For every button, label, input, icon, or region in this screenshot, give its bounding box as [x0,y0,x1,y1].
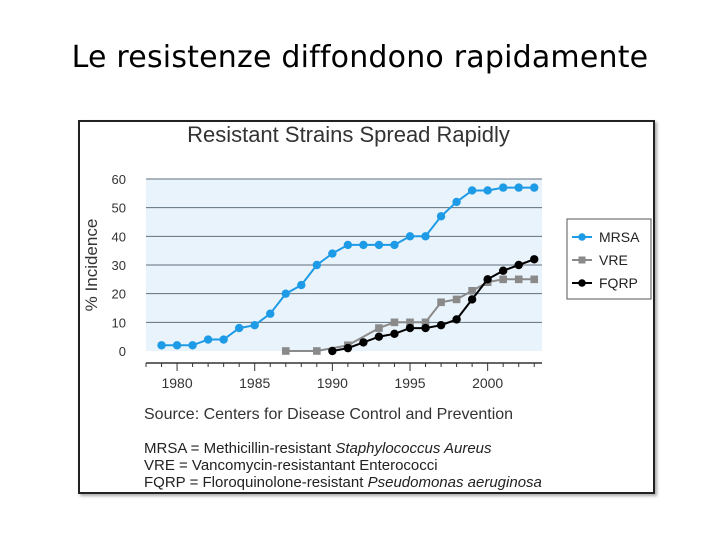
data-point-mrsa [437,212,445,220]
data-point-mrsa [266,310,274,318]
data-point-fqrp [468,295,476,303]
y-tick-label: 10 [112,315,126,330]
x-tick-label: 1990 [317,375,348,391]
chart-source: Source: Centers for Disease Control and … [144,406,513,424]
data-point-fqrp [452,315,460,323]
data-point-fqrp [359,338,367,346]
legend-label-vre: VRE [599,252,628,268]
y-tick-label: 60 [112,172,126,187]
data-point-mrsa [483,186,491,194]
data-point-mrsa [452,198,460,206]
data-point-mrsa [157,341,165,349]
data-point-fqrp [390,330,398,338]
data-point-vre [375,324,383,332]
y-tick-label: 40 [112,229,126,244]
x-tick-label: 1980 [161,375,192,391]
data-point-fqrp [344,344,352,352]
data-point-mrsa [235,324,243,332]
data-point-vre [468,287,476,295]
data-point-mrsa [328,249,336,257]
slide-title: Le resistenze diffondono rapidamente [0,40,720,75]
data-point-mrsa [421,232,429,240]
legend-marker-fqrp [578,279,586,287]
data-point-vre [453,296,461,304]
data-point-mrsa [515,183,523,191]
y-tick-label: 0 [119,344,126,359]
legend-marker-mrsa [578,233,586,241]
data-point-mrsa [344,241,352,249]
y-tick-label: 20 [112,287,126,302]
data-point-fqrp [499,267,507,275]
data-point-fqrp [375,332,383,340]
data-point-mrsa [173,341,181,349]
x-tick-label: 1995 [394,375,425,391]
data-point-mrsa [188,341,196,349]
legend-marker-vre [579,257,586,264]
data-point-fqrp [421,324,429,332]
data-point-mrsa [406,232,414,240]
data-point-mrsa [468,186,476,194]
x-tick-label: 2000 [472,375,503,391]
data-point-mrsa [297,281,305,289]
data-point-vre [530,276,538,284]
definition-vre: VRE = Vancomycin-resistantant Enterococc… [144,457,542,474]
data-point-vre [282,347,290,355]
data-point-fqrp [437,321,445,329]
data-point-vre [515,276,523,284]
data-point-mrsa [375,241,383,249]
data-point-vre [437,298,445,306]
data-point-vre [313,347,321,355]
data-point-fqrp [530,255,538,263]
data-point-mrsa [390,241,398,249]
data-point-fqrp [328,347,336,355]
data-point-mrsa [530,183,538,191]
y-tick-label: 30 [112,258,126,273]
y-tick-label: 50 [112,201,126,216]
y-axis-title: % Incidence [82,219,101,312]
legend-label-mrsa: MRSA [599,229,640,245]
legend-label-fqrp: FQRP [599,275,638,291]
data-point-mrsa [313,261,321,269]
data-point-vre [499,276,507,284]
data-point-mrsa [359,241,367,249]
definition-mrsa: MRSA = Methicillin-resistant Staphylococ… [144,440,542,457]
data-point-fqrp [515,261,523,269]
data-point-vre [391,319,399,327]
data-point-fqrp [406,324,414,332]
definitions: MRSA = Methicillin-resistant Staphylococ… [144,440,542,491]
data-point-mrsa [219,335,227,343]
data-point-mrsa [282,289,290,297]
x-tick-label: 1985 [239,375,270,391]
chart-figure: Resistant Strains Spread Rapidly 0 10 20 30… [78,120,655,494]
data-point-mrsa [204,335,212,343]
data-point-mrsa [499,183,507,191]
data-point-fqrp [483,275,491,283]
chart-svg: 0 10 20 30 40 50 60 1980 1985 1990 1995 2000 % Incid… [80,122,653,492]
definition-fqrp: FQRP = Floroquinolone-resistant Pseudomo… [144,474,542,491]
data-point-mrsa [251,321,259,329]
